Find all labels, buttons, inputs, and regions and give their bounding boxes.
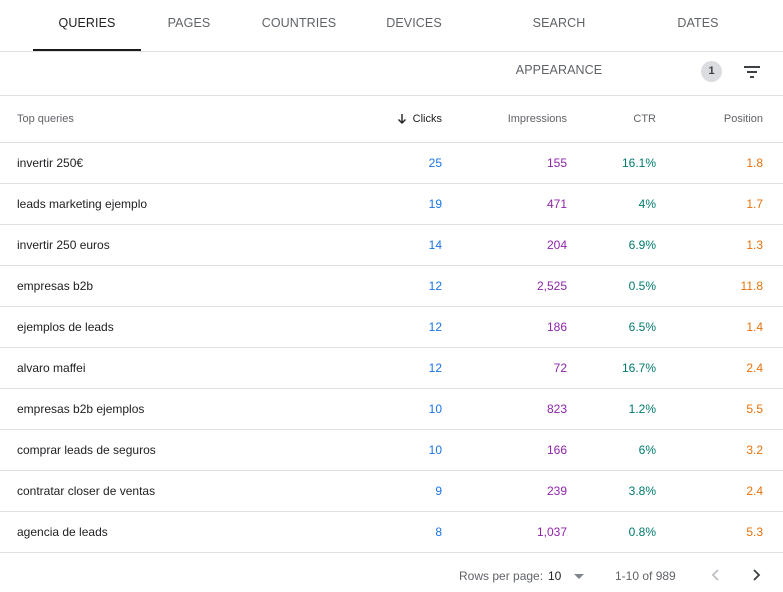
- clicks-cell: 10: [428, 443, 442, 457]
- rows-per-page-select[interactable]: 10: [548, 569, 562, 583]
- impressions-cell: 823: [546, 402, 567, 416]
- chevron-left-icon[interactable]: [708, 567, 724, 583]
- arrow-down-icon: [397, 114, 406, 124]
- ctr-cell: 6%: [638, 443, 656, 457]
- tab-dates[interactable]: DATES: [677, 16, 719, 30]
- rows-per-page-label: Rows per page:: [459, 569, 544, 583]
- filter-list-icon[interactable]: [741, 61, 763, 83]
- ctr-cell: 4%: [638, 197, 656, 211]
- query-cell: empresas b2b ejemplos: [17, 402, 145, 416]
- clicks-cell: 12: [428, 279, 442, 293]
- tab-devices[interactable]: DEVICES: [386, 16, 442, 30]
- ctr-cell: 1.2%: [628, 402, 656, 416]
- clicks-cell: 25: [428, 156, 442, 170]
- table-row[interactable]: leads marketing ejemplo 19 471 4% 1.7: [0, 184, 783, 225]
- query-cell: alvaro maffei: [17, 361, 86, 375]
- impressions-cell: 2,525: [536, 279, 567, 293]
- ctr-cell: 6.5%: [628, 320, 656, 334]
- query-cell: agencia de leads: [17, 525, 108, 539]
- impressions-cell: 1,037: [536, 525, 567, 539]
- table-row[interactable]: empresas b2b 12 2,525 0.5% 11.8: [0, 266, 783, 307]
- table-toolbar: 1: [0, 52, 783, 96]
- table-row[interactable]: invertir 250€ 25 155 16.1% 1.8: [0, 143, 783, 184]
- tab-search-appearance[interactable]: SEARCH APPEARANCE: [515, 16, 603, 77]
- position-cell: 1.4: [746, 320, 763, 334]
- position-cell: 3.2: [746, 443, 763, 457]
- active-filter-count-badge[interactable]: 1: [701, 61, 722, 82]
- position-cell: 1.8: [746, 156, 763, 170]
- position-cell: 5.5: [746, 402, 763, 416]
- impressions-cell: 471: [546, 197, 567, 211]
- header-position[interactable]: Position: [723, 113, 763, 125]
- ctr-cell: 3.8%: [628, 484, 656, 498]
- ctr-cell: 6.9%: [628, 238, 656, 252]
- position-cell: 2.4: [746, 361, 763, 375]
- chevron-right-icon[interactable]: [748, 567, 764, 583]
- position-cell: 1.7: [746, 197, 763, 211]
- clicks-cell: 19: [428, 197, 442, 211]
- clicks-cell: 14: [428, 238, 442, 252]
- queries-table: Top queries Clicks Impressions CTR Posit…: [0, 96, 783, 553]
- impressions-cell: 186: [546, 320, 567, 334]
- dropdown-caret-icon[interactable]: [574, 574, 584, 579]
- table-row[interactable]: alvaro maffei 12 72 16.7% 2.4: [0, 348, 783, 389]
- position-cell: 5.3: [746, 525, 763, 539]
- query-cell: empresas b2b: [17, 279, 94, 293]
- impressions-cell: 166: [546, 443, 567, 457]
- pagination-range: 1-10 of 989: [615, 569, 676, 583]
- tab-countries[interactable]: COUNTRIES: [261, 16, 337, 30]
- position-cell: 11.8: [740, 279, 763, 293]
- tab-bar: QUERIES PAGES COUNTRIES DEVICES SEARCH A…: [0, 0, 783, 77]
- position-cell: 1.3: [746, 238, 763, 252]
- impressions-cell: 239: [546, 484, 567, 498]
- header-ctr[interactable]: CTR: [633, 113, 656, 125]
- query-cell: comprar leads de seguros: [17, 443, 156, 457]
- header-impressions[interactable]: Impressions: [507, 113, 567, 125]
- ctr-cell: 16.1%: [621, 156, 656, 170]
- tab-pages[interactable]: PAGES: [167, 16, 211, 30]
- tab-queries[interactable]: QUERIES: [33, 0, 141, 51]
- clicks-cell: 9: [435, 484, 442, 498]
- query-cell: leads marketing ejemplo: [17, 197, 148, 211]
- table-row[interactable]: comprar leads de seguros 10 166 6% 3.2: [0, 430, 783, 471]
- query-cell: contratar closer de ventas: [17, 484, 156, 498]
- impressions-cell: 155: [546, 156, 567, 170]
- pagination-footer: Rows per page: 10 1-10 of 989: [0, 555, 783, 592]
- header-top-queries: Top queries: [17, 113, 74, 125]
- ctr-cell: 0.8%: [628, 525, 656, 539]
- clicks-cell: 8: [435, 525, 442, 539]
- table-header-row: Top queries Clicks Impressions CTR Posit…: [0, 96, 783, 143]
- table-row[interactable]: invertir 250 euros 14 204 6.9% 1.3: [0, 225, 783, 266]
- query-cell: ejemplos de leads: [17, 320, 114, 334]
- table-row[interactable]: agencia de leads 8 1,037 0.8% 5.3: [0, 512, 783, 553]
- clicks-cell: 10: [428, 402, 442, 416]
- query-cell: invertir 250 euros: [17, 238, 110, 252]
- table-row[interactable]: empresas b2b ejemplos 10 823 1.2% 5.5: [0, 389, 783, 430]
- ctr-cell: 0.5%: [628, 279, 656, 293]
- header-clicks[interactable]: Clicks: [396, 96, 442, 142]
- table-row[interactable]: ejemplos de leads 12 186 6.5% 1.4: [0, 307, 783, 348]
- ctr-cell: 16.7%: [621, 361, 656, 375]
- position-cell: 2.4: [746, 484, 763, 498]
- header-clicks-label: Clicks: [412, 113, 442, 125]
- clicks-cell: 12: [428, 361, 442, 375]
- impressions-cell: 72: [553, 361, 567, 375]
- table-row[interactable]: contratar closer de ventas 9 239 3.8% 2.4: [0, 471, 783, 512]
- impressions-cell: 204: [546, 238, 567, 252]
- clicks-cell: 12: [428, 320, 442, 334]
- query-cell: invertir 250€: [17, 156, 84, 170]
